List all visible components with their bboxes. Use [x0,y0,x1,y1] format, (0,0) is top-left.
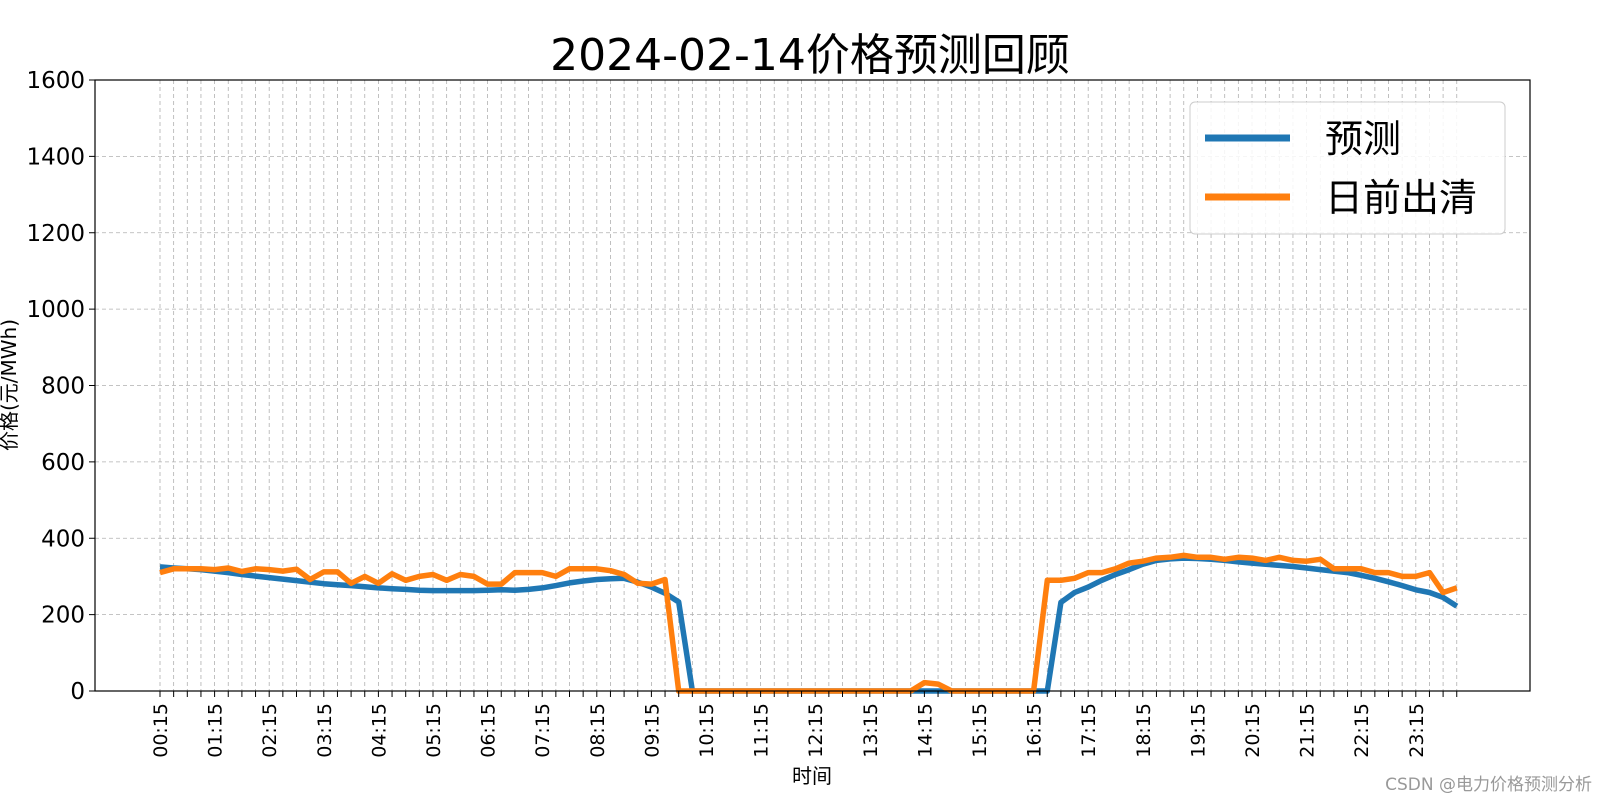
x-tick-label: 07:15 [532,703,554,758]
x-tick-label: 04:15 [368,703,390,758]
y-axis-label: 价格(元/MWh) [0,319,21,451]
y-tick-label: 400 [41,526,85,552]
x-tick-label: 01:15 [205,703,227,758]
x-tick-label: 22:15 [1351,703,1373,758]
y-tick-label: 1200 [26,221,85,247]
x-tick-label: 19:15 [1187,703,1209,758]
y-tick-label: 200 [41,603,85,629]
x-tick-label: 09:15 [641,703,663,758]
x-tick-label: 14:15 [914,703,936,758]
grid-lines [95,79,1530,692]
x-tick-label: 06:15 [478,703,500,758]
x-tick-label: 13:15 [860,703,882,758]
x-tick-label: 15:15 [969,703,991,758]
chart-title: 2024-02-14价格预测回顾 [550,30,1070,81]
y-tick-label: 1000 [26,297,85,323]
x-tick-label: 11:15 [751,703,773,758]
x-tick-label: 18:15 [1133,703,1155,758]
x-tick-label: 16:15 [1024,703,1046,758]
x-axis: 00:15 01:15 02:15 03:15 04:15 05:15 06:15 07:15… [150,691,1458,758]
x-tick-label: 05:15 [423,703,445,758]
x-tick-label: 23:15 [1406,703,1428,758]
y-tick-label: 800 [41,374,85,400]
y-tick-label: 0 [70,679,85,705]
x-axis-label: 时间 [792,764,832,788]
legend: 预测 日前出清 [1189,101,1506,235]
y-tick-label: 600 [41,450,85,476]
x-tick-label: 10:15 [696,703,718,758]
y-tick-label: 1400 [26,144,85,170]
legend-label-forecast: 预测 [1325,117,1401,161]
x-tick-label: 20:15 [1242,703,1264,758]
x-tick-label: 03:15 [314,703,336,758]
y-axis: 0 200 400 600 800 1000 1200 1400 1600 [26,68,95,705]
x-tick-label: 08:15 [587,703,609,758]
x-tick-label: 21:15 [1297,703,1319,758]
legend-label-day-ahead: 日前出清 [1325,176,1477,220]
x-tick-label: 02:15 [259,703,281,758]
x-tick-label: 17:15 [1078,703,1100,758]
watermark: CSDN @电力价格预测分析 [1385,775,1592,795]
x-tick-label: 00:15 [150,703,172,758]
x-tick-label: 12:15 [805,703,827,758]
y-tick-label: 1600 [26,68,85,94]
